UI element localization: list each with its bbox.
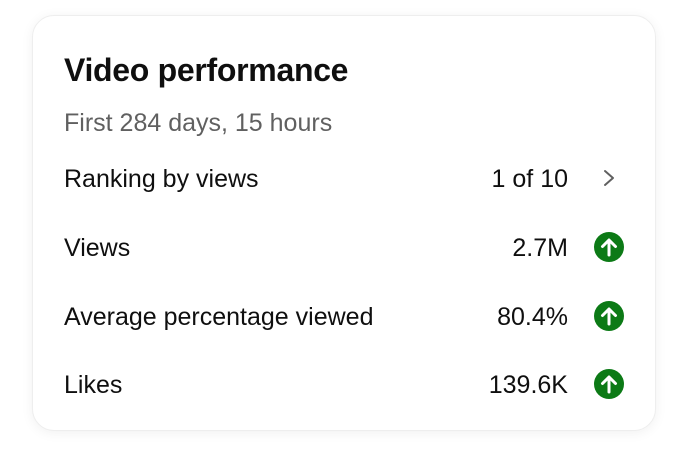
row-label: Views <box>64 234 131 262</box>
card-title: Video performance <box>64 52 349 88</box>
average-percentage-viewed-row: Average percentage viewed 80.4% <box>64 296 626 336</box>
views-row: Views 2.7M <box>64 227 626 267</box>
arrow-up-circle-icon <box>594 301 624 331</box>
ranking-by-views-row[interactable]: Ranking by views 1 of 10 <box>64 158 626 198</box>
row-value: 139.6K <box>488 371 568 399</box>
arrow-up-circle-icon <box>594 369 624 399</box>
arrow-up-circle-icon <box>594 232 624 262</box>
row-value: 80.4% <box>497 303 568 331</box>
video-performance-card: Video performance First 284 days, 15 hou… <box>32 15 656 431</box>
card-subtitle: First 284 days, 15 hours <box>64 109 333 137</box>
row-label: Likes <box>64 371 123 399</box>
row-value: 2.7M <box>512 234 568 262</box>
likes-row: Likes 139.6K <box>64 364 626 404</box>
row-value: 1 of 10 <box>491 165 568 193</box>
row-label: Ranking by views <box>64 165 259 193</box>
chevron-right-icon[interactable] <box>594 163 624 193</box>
row-label: Average percentage viewed <box>64 303 374 331</box>
